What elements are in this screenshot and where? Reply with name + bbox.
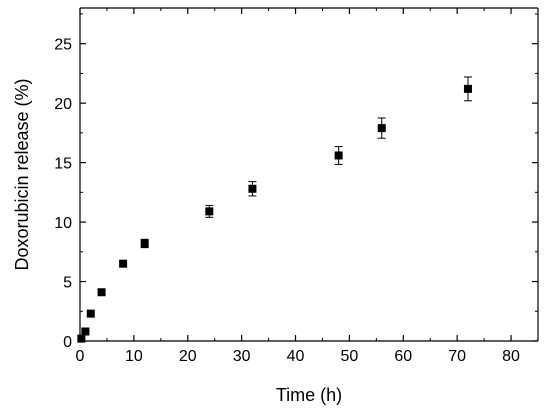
data-markers [77,84,472,343]
x-tick-label: 40 [287,348,305,365]
y-tick-label: 0 [63,334,72,351]
data-point [463,84,472,93]
y-tick-label: 10 [54,215,72,232]
error-bars [140,76,472,249]
x-tick-label: 60 [394,348,412,365]
data-point [97,288,106,297]
data-point [248,184,257,193]
x-tick-label: 70 [448,348,466,365]
x-axis-title: Time (h) [276,385,342,405]
y-tick-label: 25 [54,37,72,54]
x-ticks: 0 10 20 30 40 50 60 70 80 [76,8,520,365]
axes [79,7,539,342]
y-ticks: 0 5 10 15 20 25 [54,13,538,351]
x-tick-label: 20 [179,348,197,365]
data-point [334,151,343,160]
data-point [377,124,386,133]
data-point [81,327,90,336]
data-point [77,334,86,343]
data-point [119,259,128,268]
x-tick-label: 10 [125,348,143,365]
data-point [140,239,149,248]
y-tick-label: 15 [54,156,72,173]
y-tick-label: 20 [54,96,72,113]
data-point [205,207,214,216]
data-point [86,309,95,318]
y-tick-label: 5 [63,275,72,292]
x-tick-label: 50 [341,348,359,365]
x-tick-label: 30 [233,348,251,365]
x-tick-label: 0 [76,348,85,365]
y-axis-title: Doxorubicin release (%) [12,78,32,270]
x-tick-label: 80 [502,348,520,365]
